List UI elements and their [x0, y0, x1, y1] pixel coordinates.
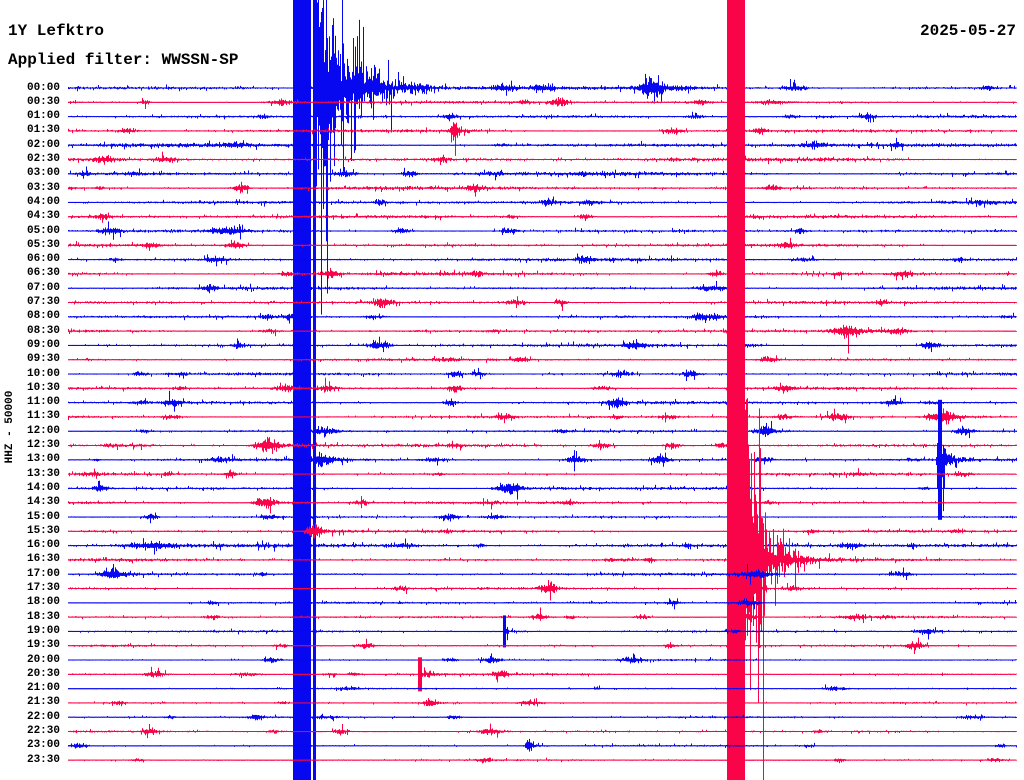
time-label: 14:00 [26, 481, 60, 494]
time-label: 17:00 [26, 567, 60, 580]
time-label: 19:00 [26, 624, 60, 637]
time-label: 08:30 [26, 324, 60, 337]
time-label: 09:30 [26, 353, 60, 366]
time-label: 10:30 [26, 381, 60, 394]
time-label: 11:30 [26, 410, 60, 423]
time-label: 22:00 [26, 710, 60, 723]
time-label: 22:30 [26, 725, 60, 737]
time-label: 01:00 [26, 110, 60, 123]
time-label: 23:30 [26, 753, 60, 766]
station-title: 1Y Lefktro [8, 22, 105, 40]
time-label: 11:00 [26, 396, 60, 409]
time-label: 10:00 [26, 367, 60, 380]
time-label: 06:00 [26, 253, 60, 266]
time-label: 21:30 [26, 696, 60, 709]
time-label: 19:30 [26, 639, 60, 652]
date-label: 2025-05-27 [919, 22, 1016, 40]
time-label: 15:30 [26, 524, 60, 537]
time-label: 16:00 [26, 539, 60, 552]
time-label: 14:30 [26, 496, 60, 509]
time-label: 01:30 [26, 124, 60, 137]
time-label: 15:00 [26, 510, 60, 523]
time-label: 03:00 [26, 167, 60, 180]
time-label: 09:00 [26, 338, 60, 351]
time-label: 08:00 [26, 310, 60, 323]
time-label: 00:00 [26, 81, 60, 94]
time-label: 02:30 [26, 153, 60, 165]
time-label: 13:30 [26, 467, 60, 480]
time-label: 12:30 [26, 439, 60, 451]
time-label: 04:00 [26, 195, 60, 208]
time-label: 03:30 [26, 181, 60, 194]
time-label: 23:00 [26, 739, 60, 752]
time-label: 07:00 [26, 281, 60, 294]
time-label: 18:30 [26, 610, 60, 623]
time-label: 04:30 [26, 210, 60, 223]
time-label: 02:00 [26, 138, 60, 151]
time-label: 12:00 [26, 424, 60, 437]
time-label: 20:00 [26, 653, 60, 666]
time-label: 00:30 [26, 95, 60, 108]
applied-filter-label: Applied filter: WWSSN-SP [8, 51, 239, 69]
time-label: 18:00 [26, 596, 60, 609]
time-label: 05:30 [26, 238, 60, 251]
time-label: 17:30 [26, 582, 60, 594]
time-label: 16:30 [26, 553, 60, 566]
time-label: 21:00 [26, 682, 60, 695]
time-label: 07:30 [26, 296, 60, 308]
time-label: 13:00 [26, 453, 60, 466]
time-label: 06:30 [26, 267, 60, 280]
time-label: 05:00 [26, 224, 60, 237]
time-label: 20:30 [26, 667, 60, 680]
